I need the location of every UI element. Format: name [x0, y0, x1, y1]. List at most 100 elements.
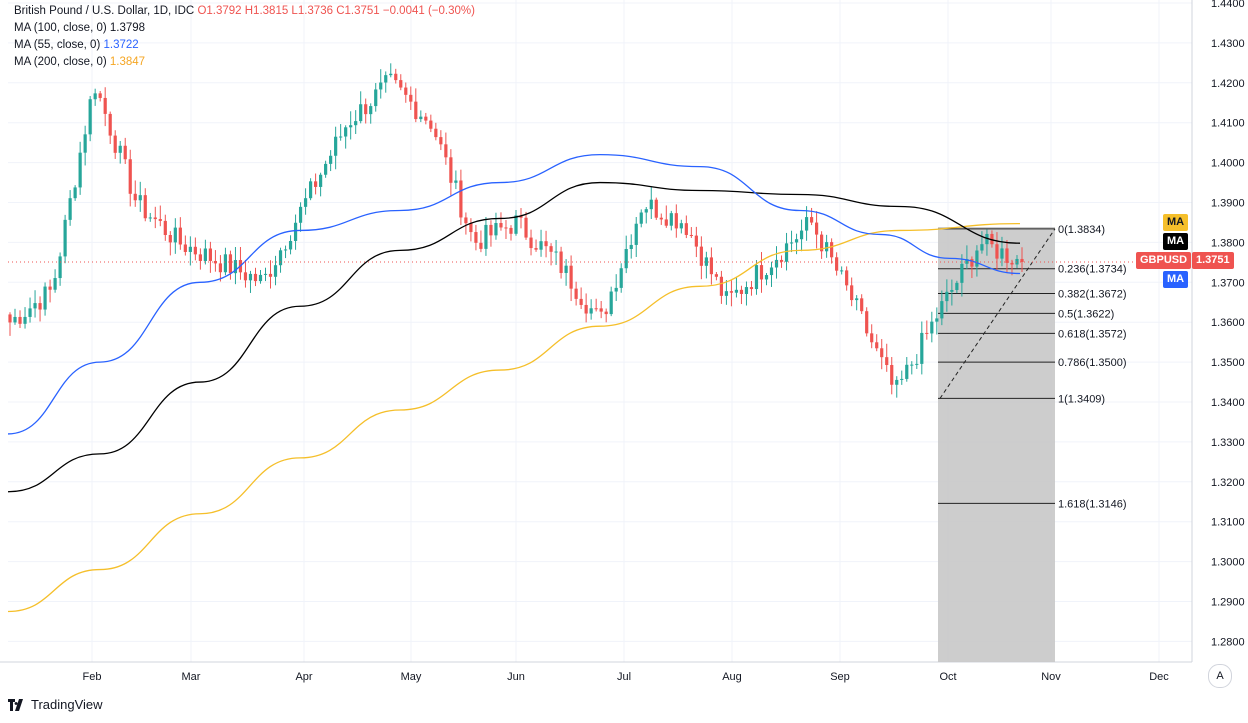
- candle: [198, 248, 202, 270]
- candle-body: [13, 316, 17, 323]
- candle-body: [38, 303, 42, 310]
- candle-body: [479, 242, 483, 249]
- candle: [308, 178, 313, 201]
- candle-body: [158, 219, 162, 221]
- candle: [474, 224, 478, 251]
- candle-body: [459, 180, 463, 218]
- candle-body: [499, 223, 503, 228]
- legend-ma100[interactable]: MA (100, close, 0) 1.3798: [14, 20, 475, 37]
- legend-ma55[interactable]: MA (55, close, 0) 1.3722: [14, 37, 475, 54]
- candle: [865, 307, 869, 337]
- y-tick-label: 1.4200: [1211, 78, 1245, 90]
- auto-scale-button[interactable]: A: [1208, 664, 1232, 688]
- candle-body: [389, 73, 393, 76]
- candle-body: [925, 332, 929, 334]
- candle: [43, 282, 47, 316]
- y-tick-label: 1.3400: [1211, 397, 1245, 409]
- candle-body: [419, 116, 423, 120]
- candle: [679, 219, 683, 234]
- candle: [599, 301, 603, 319]
- candle-body: [955, 282, 959, 290]
- x-tick-label: Apr: [295, 671, 312, 683]
- grid: 1.4400 1.4300 1.4200 1.4100 1.4000 1.3900 1.38…: [8, 0, 1245, 683]
- candle: [314, 173, 318, 195]
- candle-body: [98, 93, 102, 98]
- candle: [364, 98, 368, 124]
- candle-body: [203, 248, 207, 261]
- candle-body: [549, 246, 553, 252]
- candle: [734, 277, 739, 298]
- candle-body: [674, 213, 678, 229]
- x-tick-label: May: [401, 671, 422, 683]
- legend-ma200-value: 1.3847: [109, 56, 146, 68]
- candle-body: [113, 135, 117, 153]
- candle: [243, 259, 248, 288]
- candle-body: [809, 217, 814, 223]
- candle: [444, 132, 448, 165]
- legend-ma200[interactable]: MA (200, close, 0) 1.3847: [14, 54, 475, 71]
- candle: [759, 252, 764, 293]
- candle: [850, 277, 854, 307]
- candle-body: [664, 219, 668, 226]
- candle: [509, 225, 513, 241]
- fibonacci-levels: 0(1.3834) 0.236(1.3734) 0.382(1.3672) 0.5(1…: [938, 224, 1127, 510]
- candle: [664, 205, 668, 228]
- candle-body: [83, 134, 87, 153]
- candle: [569, 255, 573, 302]
- candle-body: [870, 333, 874, 343]
- candle: [714, 272, 718, 281]
- candle-body: [774, 259, 779, 268]
- candle: [203, 239, 207, 265]
- candle: [168, 231, 172, 256]
- legend-ma200-label: MA (200, close, 0): [14, 56, 107, 68]
- candle: [414, 88, 418, 123]
- x-tick-label: Aug: [722, 671, 742, 683]
- legend-ma55-value: 1.3722: [103, 39, 139, 51]
- candle-body: [659, 217, 663, 220]
- candle-body: [784, 243, 789, 262]
- candle: [93, 88, 97, 106]
- fib-label: 0.5(1.3622): [1058, 308, 1114, 320]
- candle: [178, 217, 182, 250]
- candle-body: [414, 101, 418, 120]
- candle: [729, 279, 734, 307]
- candle: [128, 149, 132, 207]
- fib-label: 0(1.3834): [1058, 224, 1105, 236]
- candle-body: [58, 256, 62, 279]
- candle-body: [579, 298, 583, 305]
- candle: [624, 235, 628, 274]
- candle: [900, 370, 904, 385]
- candle-body: [850, 285, 854, 301]
- legend-ma100-label: MA (100, close, 0): [14, 22, 107, 34]
- candle-body: [794, 239, 799, 243]
- candle-body: [624, 249, 628, 269]
- candle: [659, 213, 663, 225]
- tradingview-logo[interactable]: TradingView: [8, 697, 103, 712]
- candle: [684, 215, 688, 239]
- candle-body: [293, 222, 298, 241]
- candle-body: [68, 198, 72, 220]
- candle-body: [319, 174, 323, 187]
- candle-body: [183, 244, 187, 252]
- candle: [424, 112, 428, 125]
- candle: [880, 339, 884, 370]
- candle-body: [875, 342, 879, 349]
- candle: [574, 281, 578, 306]
- candle-body: [228, 254, 233, 274]
- candle-body: [1020, 258, 1024, 262]
- candle: [138, 181, 142, 212]
- x-tick-label: Mar: [182, 671, 201, 683]
- candle: [594, 298, 598, 312]
- tradingview-brand: TradingView: [31, 697, 103, 712]
- candle-body: [609, 291, 613, 315]
- candle-body: [439, 137, 443, 145]
- candle: [469, 218, 473, 242]
- candle-body: [308, 181, 313, 199]
- candles: [8, 63, 1024, 398]
- candle: [699, 236, 703, 280]
- fib-trendline: [939, 228, 1056, 399]
- ma200-axis-tag: MA: [1163, 214, 1189, 231]
- candle: [719, 270, 724, 304]
- candle-body: [840, 270, 844, 272]
